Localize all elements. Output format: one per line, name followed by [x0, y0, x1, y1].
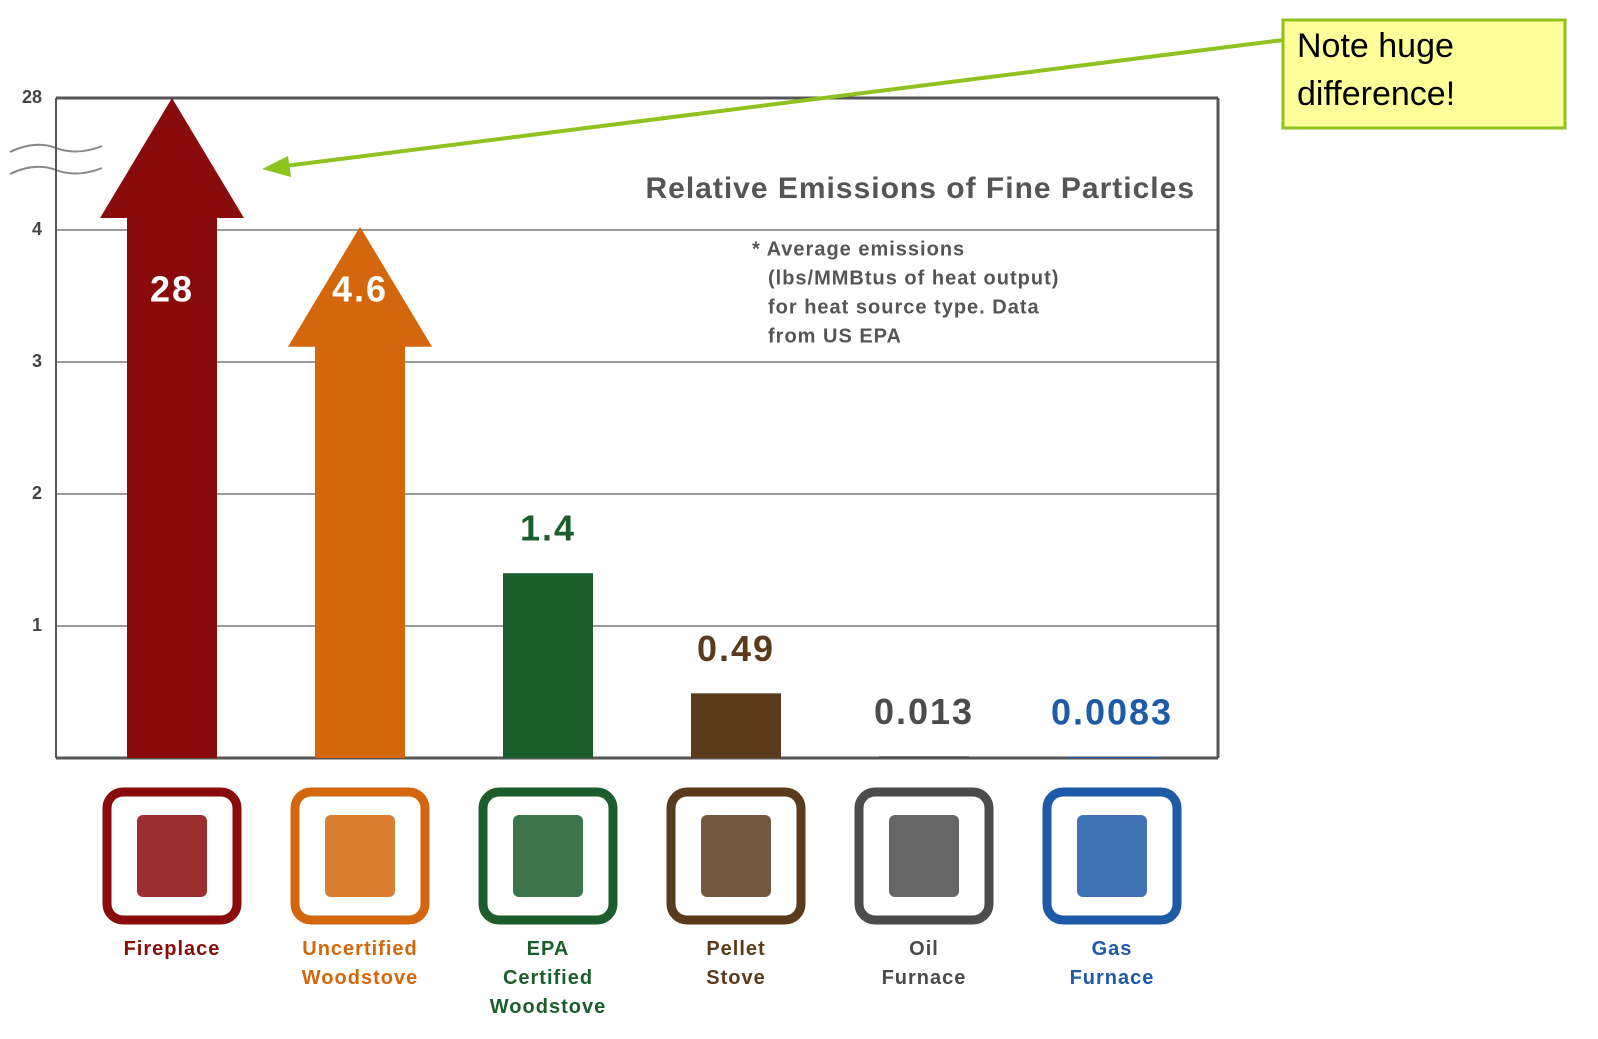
category-label: Uncertified Woodstove: [302, 938, 418, 989]
category-icon: [290, 787, 430, 925]
category-icon-glyph: [1077, 815, 1147, 897]
bar-arrow: [288, 226, 432, 758]
category-label: Gas Furnace: [1070, 938, 1155, 989]
value-label: 1.4: [520, 508, 576, 549]
value-label: 0.013: [874, 691, 974, 732]
y-tick-label: 4: [32, 219, 42, 239]
bar: [691, 693, 781, 758]
footnote-line: from US EPA: [768, 325, 902, 347]
footnote-line: (lbs/MMBtus of heat output): [768, 267, 1059, 289]
footnote-line: * Average emissions: [752, 238, 965, 260]
y-tick-label: 1: [32, 615, 42, 635]
category-label: Pellet Stove: [706, 938, 765, 989]
value-label: 0.0083: [1051, 691, 1173, 732]
value-label: 4.6: [332, 269, 388, 310]
y-tick-label: 2: [32, 483, 42, 503]
category-label: EPA Certified Woodstove: [490, 938, 606, 1018]
footnote-line: for heat source type. Data: [768, 296, 1040, 318]
category-label: Oil Furnace: [882, 938, 967, 989]
category-icon-glyph: [889, 815, 959, 897]
value-label: 28: [150, 269, 194, 310]
y-tick-label: 3: [32, 351, 42, 371]
annotation-text: difference!: [1297, 75, 1455, 113]
bar: [1067, 756, 1157, 758]
category-icon: [1042, 787, 1182, 925]
bar: [879, 756, 969, 758]
bar-arrow: [100, 98, 244, 758]
chart-title: Relative Emissions of Fine Particles: [645, 172, 1195, 205]
category-icon-glyph: [513, 815, 583, 897]
annotation-text: Note huge: [1297, 27, 1454, 65]
category-icon-glyph: [701, 815, 771, 897]
annotation-arrow: [284, 38, 1284, 168]
y-tick-label: 28: [22, 87, 42, 107]
category-icon: [666, 787, 806, 925]
annotation-arrowhead: [262, 156, 291, 177]
category-icon: [102, 787, 242, 925]
bar: [503, 573, 593, 758]
category-icon-glyph: [325, 815, 395, 897]
category-icon-glyph: [137, 815, 207, 897]
category-icon: [478, 787, 618, 925]
category-label: Fireplace: [124, 938, 221, 960]
annotation-box: [1281, 18, 1567, 130]
footnote: * Average emissions (lbs/MMBtus of heat o…: [752, 238, 1059, 347]
value-label: 0.49: [697, 628, 775, 669]
category-icon: [854, 787, 994, 925]
